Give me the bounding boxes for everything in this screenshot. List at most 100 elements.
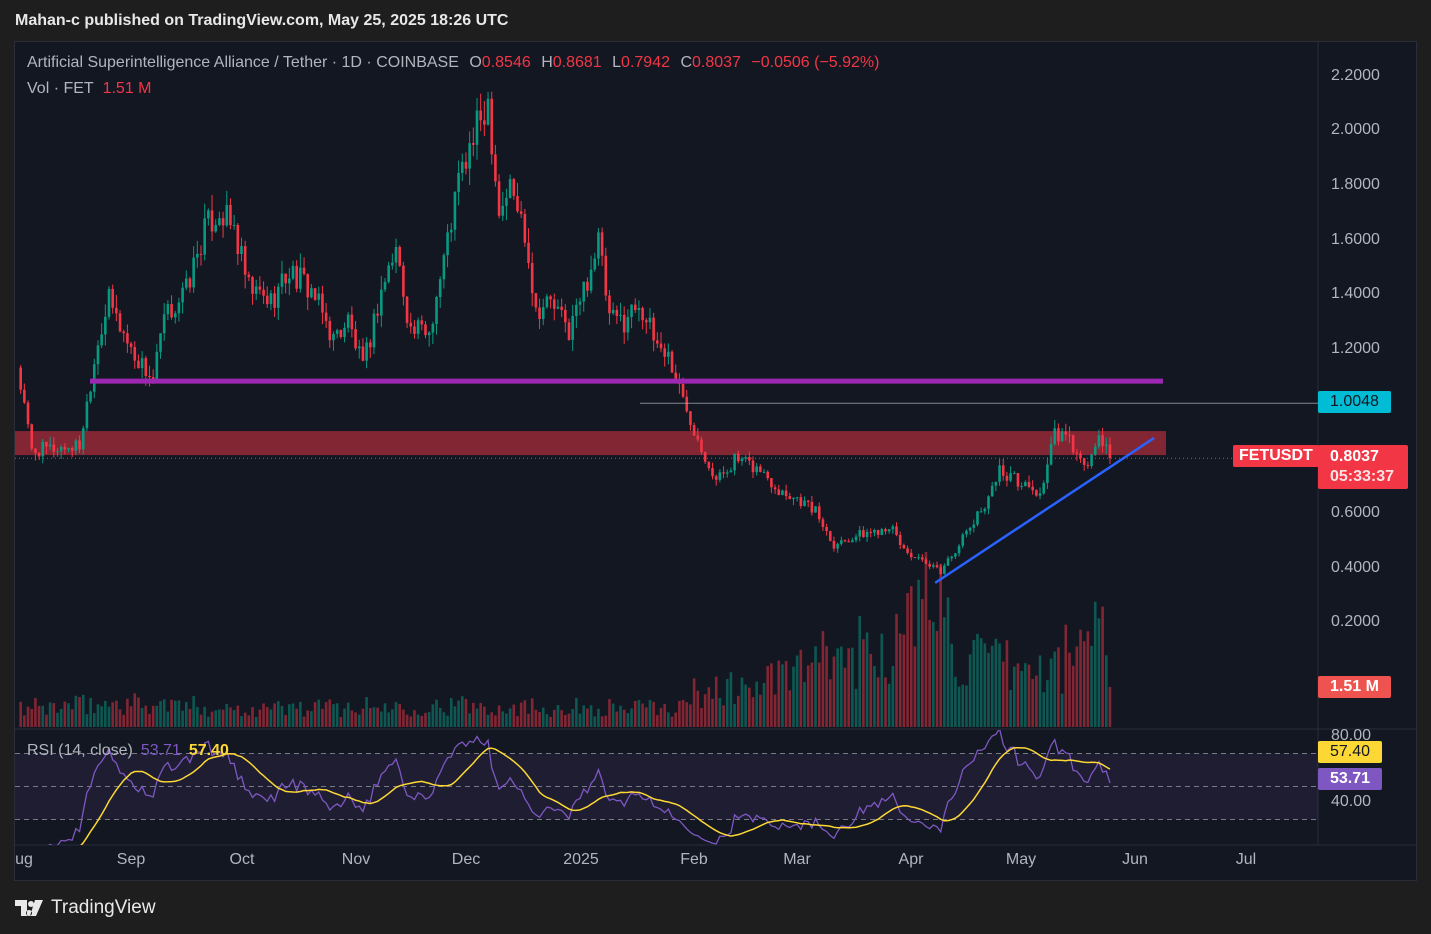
volume-bar <box>920 599 924 727</box>
candle-body <box>449 229 453 233</box>
candle-body <box>365 342 368 361</box>
volume-bar <box>622 709 626 727</box>
volume-bar <box>442 712 446 727</box>
candle-body <box>107 288 111 317</box>
candle-body <box>1027 482 1031 487</box>
volume-bar <box>1060 693 1064 727</box>
volume-bar <box>111 702 114 727</box>
candle-body <box>633 304 637 311</box>
candle-body <box>593 258 597 270</box>
candle-body <box>549 296 552 300</box>
volume-tag: 1.51 M <box>1318 676 1391 698</box>
volume-bar <box>265 707 269 727</box>
volume-bar <box>516 716 519 727</box>
volume-bar <box>722 705 725 727</box>
candle-body <box>799 497 803 507</box>
volume-bar <box>530 698 534 727</box>
volume-bar <box>494 715 497 727</box>
candle-body <box>895 526 898 535</box>
rsi-line <box>42 730 1111 845</box>
candle-body <box>442 255 446 280</box>
volume-bar <box>641 703 644 727</box>
volume-bar <box>74 695 78 727</box>
volume-bar <box>288 704 291 727</box>
volume-bar <box>976 633 979 727</box>
volume-bar <box>1035 675 1038 727</box>
candle-body <box>276 286 280 308</box>
candle-body <box>85 401 89 429</box>
candle-body <box>19 367 22 390</box>
volume-bar <box>836 648 839 727</box>
candle-body <box>486 98 490 125</box>
candle-body <box>89 391 92 402</box>
candle-body <box>324 312 328 321</box>
candle-body <box>994 481 998 486</box>
high-label: H <box>541 54 553 71</box>
time-axis-label: 2025 <box>563 851 599 868</box>
volume-bar <box>600 716 604 727</box>
chart-pane[interactable] <box>14 41 1417 881</box>
candle-body <box>898 534 902 545</box>
volume-bar <box>578 713 582 727</box>
volume-bar <box>891 666 895 727</box>
volume-bar <box>626 713 630 727</box>
rsi-axis-80: 80.00 <box>1331 727 1372 744</box>
volume-bar <box>435 699 438 727</box>
volume-bar <box>873 665 876 727</box>
candle-body <box>935 565 939 568</box>
volume-bar <box>468 713 471 727</box>
volume-bar <box>276 701 280 727</box>
candle-body <box>472 143 475 145</box>
candle-body <box>30 424 34 449</box>
volume-bar <box>324 702 328 727</box>
volume-bar <box>810 662 814 727</box>
volume-bar <box>221 709 225 727</box>
volume-value: 1.51 M <box>102 80 152 97</box>
candle-body <box>700 439 703 453</box>
volume-bar <box>155 705 159 727</box>
candle-body <box>707 461 711 469</box>
candle-body <box>203 218 206 255</box>
candle-body <box>825 526 828 532</box>
volume-bar <box>994 638 998 727</box>
candle-body <box>288 278 291 284</box>
volume-bar <box>313 702 317 727</box>
candle-body <box>803 500 806 507</box>
volume-bar <box>306 710 310 727</box>
volume-bar <box>162 699 166 727</box>
volume-bar <box>19 701 22 727</box>
candle-body <box>689 411 692 426</box>
candle-body <box>159 333 162 352</box>
volume-bar <box>1086 631 1090 727</box>
volume-bar <box>394 702 398 727</box>
close-value: 0.8037 <box>692 54 741 71</box>
volume-bar <box>909 586 913 727</box>
candle-body <box>306 274 310 298</box>
volume-bar <box>490 712 494 727</box>
volume-bar <box>1042 692 1046 727</box>
candle-body <box>317 293 321 300</box>
volume-bar <box>52 703 56 727</box>
price-axis-label: 1.8000 <box>1331 176 1380 193</box>
candle-body <box>950 556 954 559</box>
candle-body <box>575 304 578 317</box>
candle-body <box>604 255 608 296</box>
candle-body <box>541 307 545 320</box>
high-value: 0.8681 <box>552 54 602 71</box>
candle-body <box>354 329 357 349</box>
candle-body <box>600 232 604 256</box>
candle-body <box>291 265 295 279</box>
volume-bar <box>269 709 273 727</box>
tradingview-logo[interactable]: TradingView <box>15 897 156 919</box>
candle-body <box>207 210 210 219</box>
time-axis-label: Sep <box>116 851 146 868</box>
volume-bar <box>703 694 707 727</box>
candle-body <box>622 314 626 333</box>
volume-bar <box>192 696 195 727</box>
candle-body <box>391 262 394 266</box>
last-price-tag: 0.8037 05:33:37 <box>1318 445 1408 489</box>
candle-body <box>196 253 199 258</box>
candle-body <box>115 307 118 314</box>
candle-body <box>519 211 523 215</box>
